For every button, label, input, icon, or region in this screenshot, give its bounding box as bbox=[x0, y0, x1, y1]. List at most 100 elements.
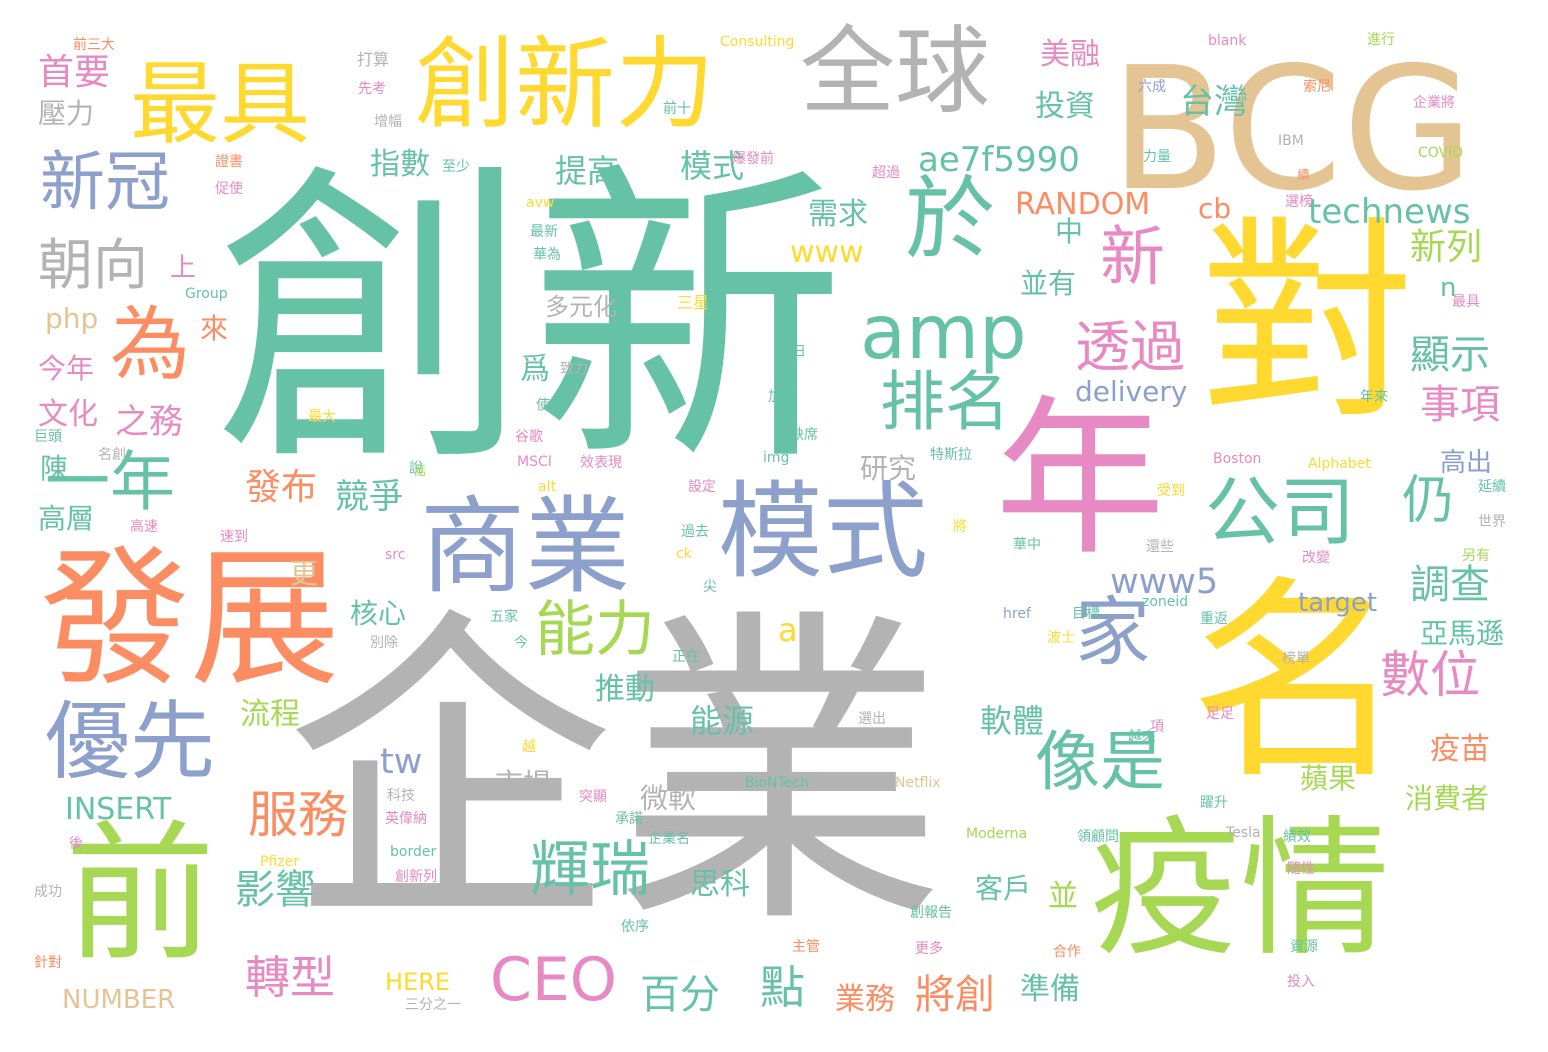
cloud-word: 台灣 bbox=[1180, 82, 1248, 122]
cloud-word: 能源 bbox=[690, 702, 755, 740]
cloud-word: 消費者 bbox=[1405, 782, 1490, 815]
cloud-word: 像是 bbox=[1035, 725, 1166, 800]
cloud-word: Alphabet bbox=[1308, 456, 1371, 472]
cloud-word: 特斯拉 bbox=[930, 447, 972, 463]
cloud-word: 說 bbox=[407, 460, 423, 474]
cloud-word: 項 bbox=[1150, 719, 1164, 735]
cloud-word: 最具 bbox=[1452, 294, 1480, 310]
cloud-word: 流程 bbox=[240, 697, 300, 732]
cloud-word: 蘋果 bbox=[1300, 762, 1357, 795]
cloud-word: 打算 bbox=[357, 50, 390, 69]
cloud-word: 名創 bbox=[98, 447, 126, 463]
cloud-word: 壓力 bbox=[38, 97, 95, 130]
cloud-word: 越來 bbox=[1128, 729, 1156, 745]
cloud-word: 需求 bbox=[808, 197, 868, 232]
cloud-word: 上 bbox=[170, 253, 197, 283]
cloud-word: Consulting bbox=[720, 34, 795, 50]
cloud-word: 重返 bbox=[1200, 611, 1228, 627]
cloud-word: 陳 bbox=[40, 452, 69, 485]
cloud-word: 改變 bbox=[1302, 550, 1330, 566]
cloud-word: 世界 bbox=[1478, 514, 1506, 530]
cloud-word: 創報告 bbox=[910, 905, 952, 921]
cloud-word: 思科 bbox=[690, 867, 750, 902]
cloud-word: Pfizer bbox=[260, 854, 299, 870]
cloud-word: 最新 bbox=[530, 224, 558, 240]
cloud-word: 針對 bbox=[34, 955, 62, 971]
cloud-word: 資源 bbox=[1290, 939, 1318, 955]
cloud-word: 成功 bbox=[34, 884, 62, 900]
cloud-word: 文化 bbox=[38, 397, 98, 432]
cloud-word: IBM bbox=[1278, 133, 1304, 149]
cloud-word: 並 bbox=[1048, 879, 1078, 914]
cloud-word: 年來 bbox=[1360, 389, 1388, 405]
cloud-word: 選出 bbox=[858, 711, 886, 727]
cloud-word: BCG bbox=[1110, 31, 1475, 229]
cloud-word: 透過 bbox=[1075, 315, 1186, 379]
cloud-word: 並有 bbox=[1020, 267, 1077, 300]
cloud-word: 受到 bbox=[1157, 483, 1185, 499]
cloud-word: 進行 bbox=[1367, 32, 1395, 48]
cloud-word: 波士 bbox=[1047, 630, 1075, 646]
cloud-word: 準備 bbox=[1020, 972, 1080, 1007]
cloud-word: 前十 bbox=[663, 101, 691, 117]
cloud-word: 新列 bbox=[1410, 227, 1483, 268]
cloud-word: 領顧問 bbox=[1077, 829, 1119, 845]
cloud-word: 五家 bbox=[490, 609, 518, 625]
cloud-word: 爲 bbox=[520, 352, 550, 387]
cloud-word: 另有 bbox=[1462, 548, 1490, 564]
cloud-word: 致力 bbox=[560, 361, 588, 377]
cloud-word: 至少 bbox=[442, 159, 470, 175]
cloud-word: 一年 bbox=[45, 445, 176, 520]
cloud-word: INSERT bbox=[65, 792, 172, 827]
cloud-word: 指數 bbox=[370, 147, 430, 182]
cloud-word: a bbox=[778, 611, 798, 649]
cloud-word: blank bbox=[1208, 33, 1247, 49]
cloud-word: 科技 bbox=[387, 788, 415, 804]
cloud-word: technews bbox=[1308, 192, 1471, 232]
cloud-word: 過去 bbox=[681, 524, 709, 540]
cloud-word: 調查 bbox=[1410, 562, 1490, 608]
cloud-word: 企業將 bbox=[1413, 95, 1455, 111]
cloud-word: 設定 bbox=[688, 479, 716, 495]
cloud-word: 力量 bbox=[1143, 149, 1171, 165]
cloud-word: 輝瑞 bbox=[530, 835, 650, 905]
cloud-word: 三分之一 bbox=[405, 997, 461, 1013]
cloud-word: 躍升 bbox=[1200, 795, 1228, 811]
cloud-word: 投資 bbox=[1035, 89, 1095, 124]
cloud-word: 轉型 bbox=[245, 951, 336, 1004]
cloud-word: 推動 bbox=[595, 672, 655, 707]
cloud-word: php bbox=[45, 302, 99, 335]
cloud-word: 速到 bbox=[220, 529, 248, 545]
cloud-word: 高層 bbox=[38, 502, 95, 535]
cloud-word: ae7f5990 bbox=[918, 140, 1080, 180]
cloud-word: 足足 bbox=[1206, 706, 1234, 722]
cloud-word: Netflix bbox=[895, 775, 941, 791]
cloud-word: 提高 bbox=[555, 152, 620, 190]
cloud-word: 業務 bbox=[835, 982, 895, 1017]
cloud-word: 之務 bbox=[115, 402, 183, 442]
cloud-word: 創新列 bbox=[395, 869, 437, 885]
cloud-word: 將 bbox=[953, 519, 967, 535]
cloud-word: Moderna bbox=[966, 826, 1028, 842]
cloud-word: 年 bbox=[995, 381, 1166, 579]
cloud-word: 合作 bbox=[1053, 944, 1081, 960]
cloud-word: 中 bbox=[1055, 215, 1084, 248]
cloud-word: 正在 bbox=[672, 649, 700, 665]
cloud-word: 朝向 bbox=[38, 233, 149, 297]
cloud-word: 別除 bbox=[370, 635, 398, 651]
cloud-word: target bbox=[1298, 588, 1378, 618]
cloud-word: 將創 bbox=[915, 972, 995, 1018]
cloud-word: BioNTech bbox=[745, 775, 809, 791]
cloud-word: 前三大 bbox=[73, 37, 115, 53]
cloud-word: 仍 bbox=[1402, 471, 1455, 531]
cloud-word: NUMBER bbox=[62, 985, 176, 1015]
cloud-word: 榜單 bbox=[1282, 651, 1310, 667]
cloud-word: 投入 bbox=[1287, 974, 1315, 990]
cloud-word: 影響 bbox=[235, 867, 315, 913]
cloud-word: 競爭 bbox=[335, 477, 403, 517]
cloud-word: 最大 bbox=[308, 409, 336, 425]
cloud-word: ck bbox=[676, 546, 692, 562]
cloud-word: 事項 bbox=[1420, 382, 1500, 428]
cloud-word: 日 bbox=[792, 344, 806, 360]
